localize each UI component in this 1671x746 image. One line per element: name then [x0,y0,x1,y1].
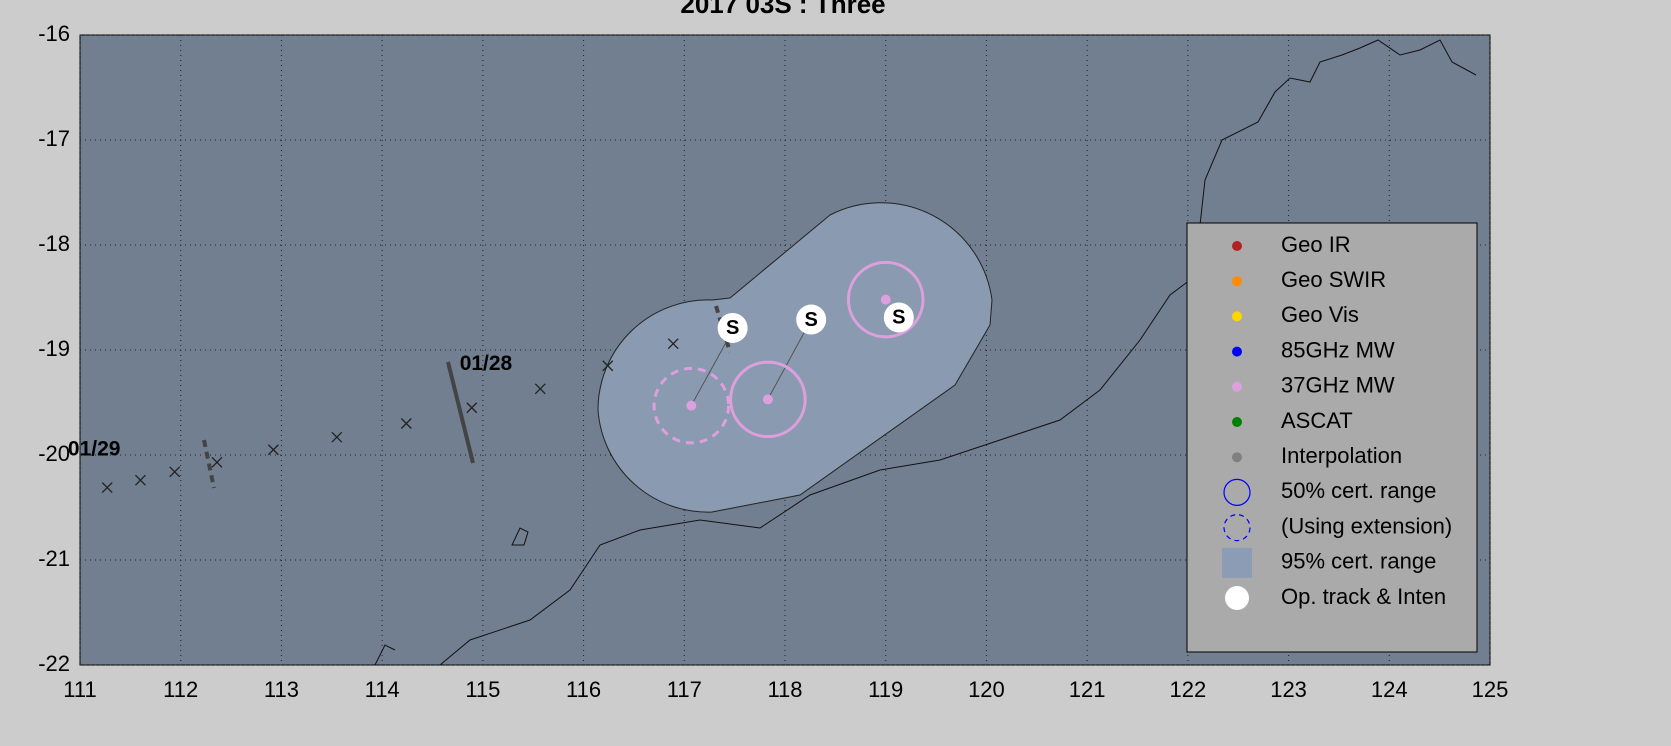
x-tick-label: 124 [1371,677,1408,702]
track-point [602,360,614,372]
y-tick-label: -17 [38,126,70,151]
track-point [134,474,146,486]
track-point [466,402,478,414]
certainty-region [597,202,993,513]
track-point [101,482,113,494]
legend-label: (Using extension) [1281,513,1452,538]
track-point [211,456,223,468]
legend-symbol [1232,417,1242,427]
y-tick-label: -20 [38,441,70,466]
certainty-circle [729,360,807,439]
legend-label: Op. track & Inten [1281,584,1446,609]
legend-symbol [1232,452,1242,463]
date-marker [446,361,475,464]
y-tick-label: -21 [38,546,70,571]
y-tick-label: -16 [38,21,70,46]
track-point [267,444,279,456]
legend-label: 95% cert. range [1281,549,1436,574]
legend-symbol [1232,311,1242,322]
legend-symbol [1232,381,1242,392]
x-tick-label: 117 [667,677,702,702]
x-tick-label: 121 [1069,677,1106,702]
legend-symbol [1222,547,1252,578]
legend-symbol [1232,276,1242,287]
op-track-point [883,302,914,333]
certainty-circle [652,366,731,445]
x-tick-label: 114 [365,677,400,702]
x-tick-label: 125 [1472,677,1509,702]
legend-label: Interpolation [1281,443,1402,468]
intensity-label: S [726,317,739,339]
legend-symbol [1223,478,1251,506]
legend-label: Geo SWIR [1281,267,1386,292]
date-label: 01/29 [68,437,121,460]
date-label: 01/28 [460,352,513,375]
x-tick-label: 111 [63,677,96,702]
x-tick-label: 122 [1169,677,1206,702]
fix-point [686,400,697,411]
track-point [331,431,343,443]
coastline [374,39,1477,666]
certainty-circle [846,260,925,339]
track-point [169,466,181,478]
legend-label: Geo IR [1281,232,1351,257]
fix-point [762,394,773,405]
op-track-point [717,312,748,343]
x-tick-label: 120 [968,677,1005,702]
x-tick-label: 115 [465,677,500,702]
intensity-label: S [805,309,818,331]
legend-symbol [1232,241,1242,251]
x-tick-label: 113 [264,677,299,702]
op-track-point [796,304,827,335]
legend-label: 85GHz MW [1281,337,1395,362]
track-point [400,418,412,429]
fix-point [880,294,891,305]
intensity-label: S [892,307,905,329]
chart-title: 2017 03S : Three [680,0,885,19]
y-tick-label: -22 [38,651,70,676]
link-line [767,319,812,400]
x-tick-label: 118 [767,677,802,702]
x-tick-label: 123 [1270,677,1307,702]
legend-symbol [1225,586,1249,610]
legend-symbol [1223,513,1251,542]
x-tick-label: 119 [868,677,903,702]
legend-box [1186,222,1478,653]
legend-label: 37GHz MW [1281,373,1395,398]
date-marker [202,439,216,489]
y-tick-label: -18 [38,231,70,256]
y-tick-label: -19 [38,336,70,361]
x-tick-label: 116 [566,677,601,702]
legend-symbol [1232,346,1242,357]
track-point [667,338,679,350]
legend-label: Geo Vis [1281,302,1359,327]
legend-label: ASCAT [1281,408,1353,433]
track-point [534,383,546,395]
legend-label: 50% cert. range [1281,478,1436,503]
x-tick-label: 112 [163,677,198,702]
